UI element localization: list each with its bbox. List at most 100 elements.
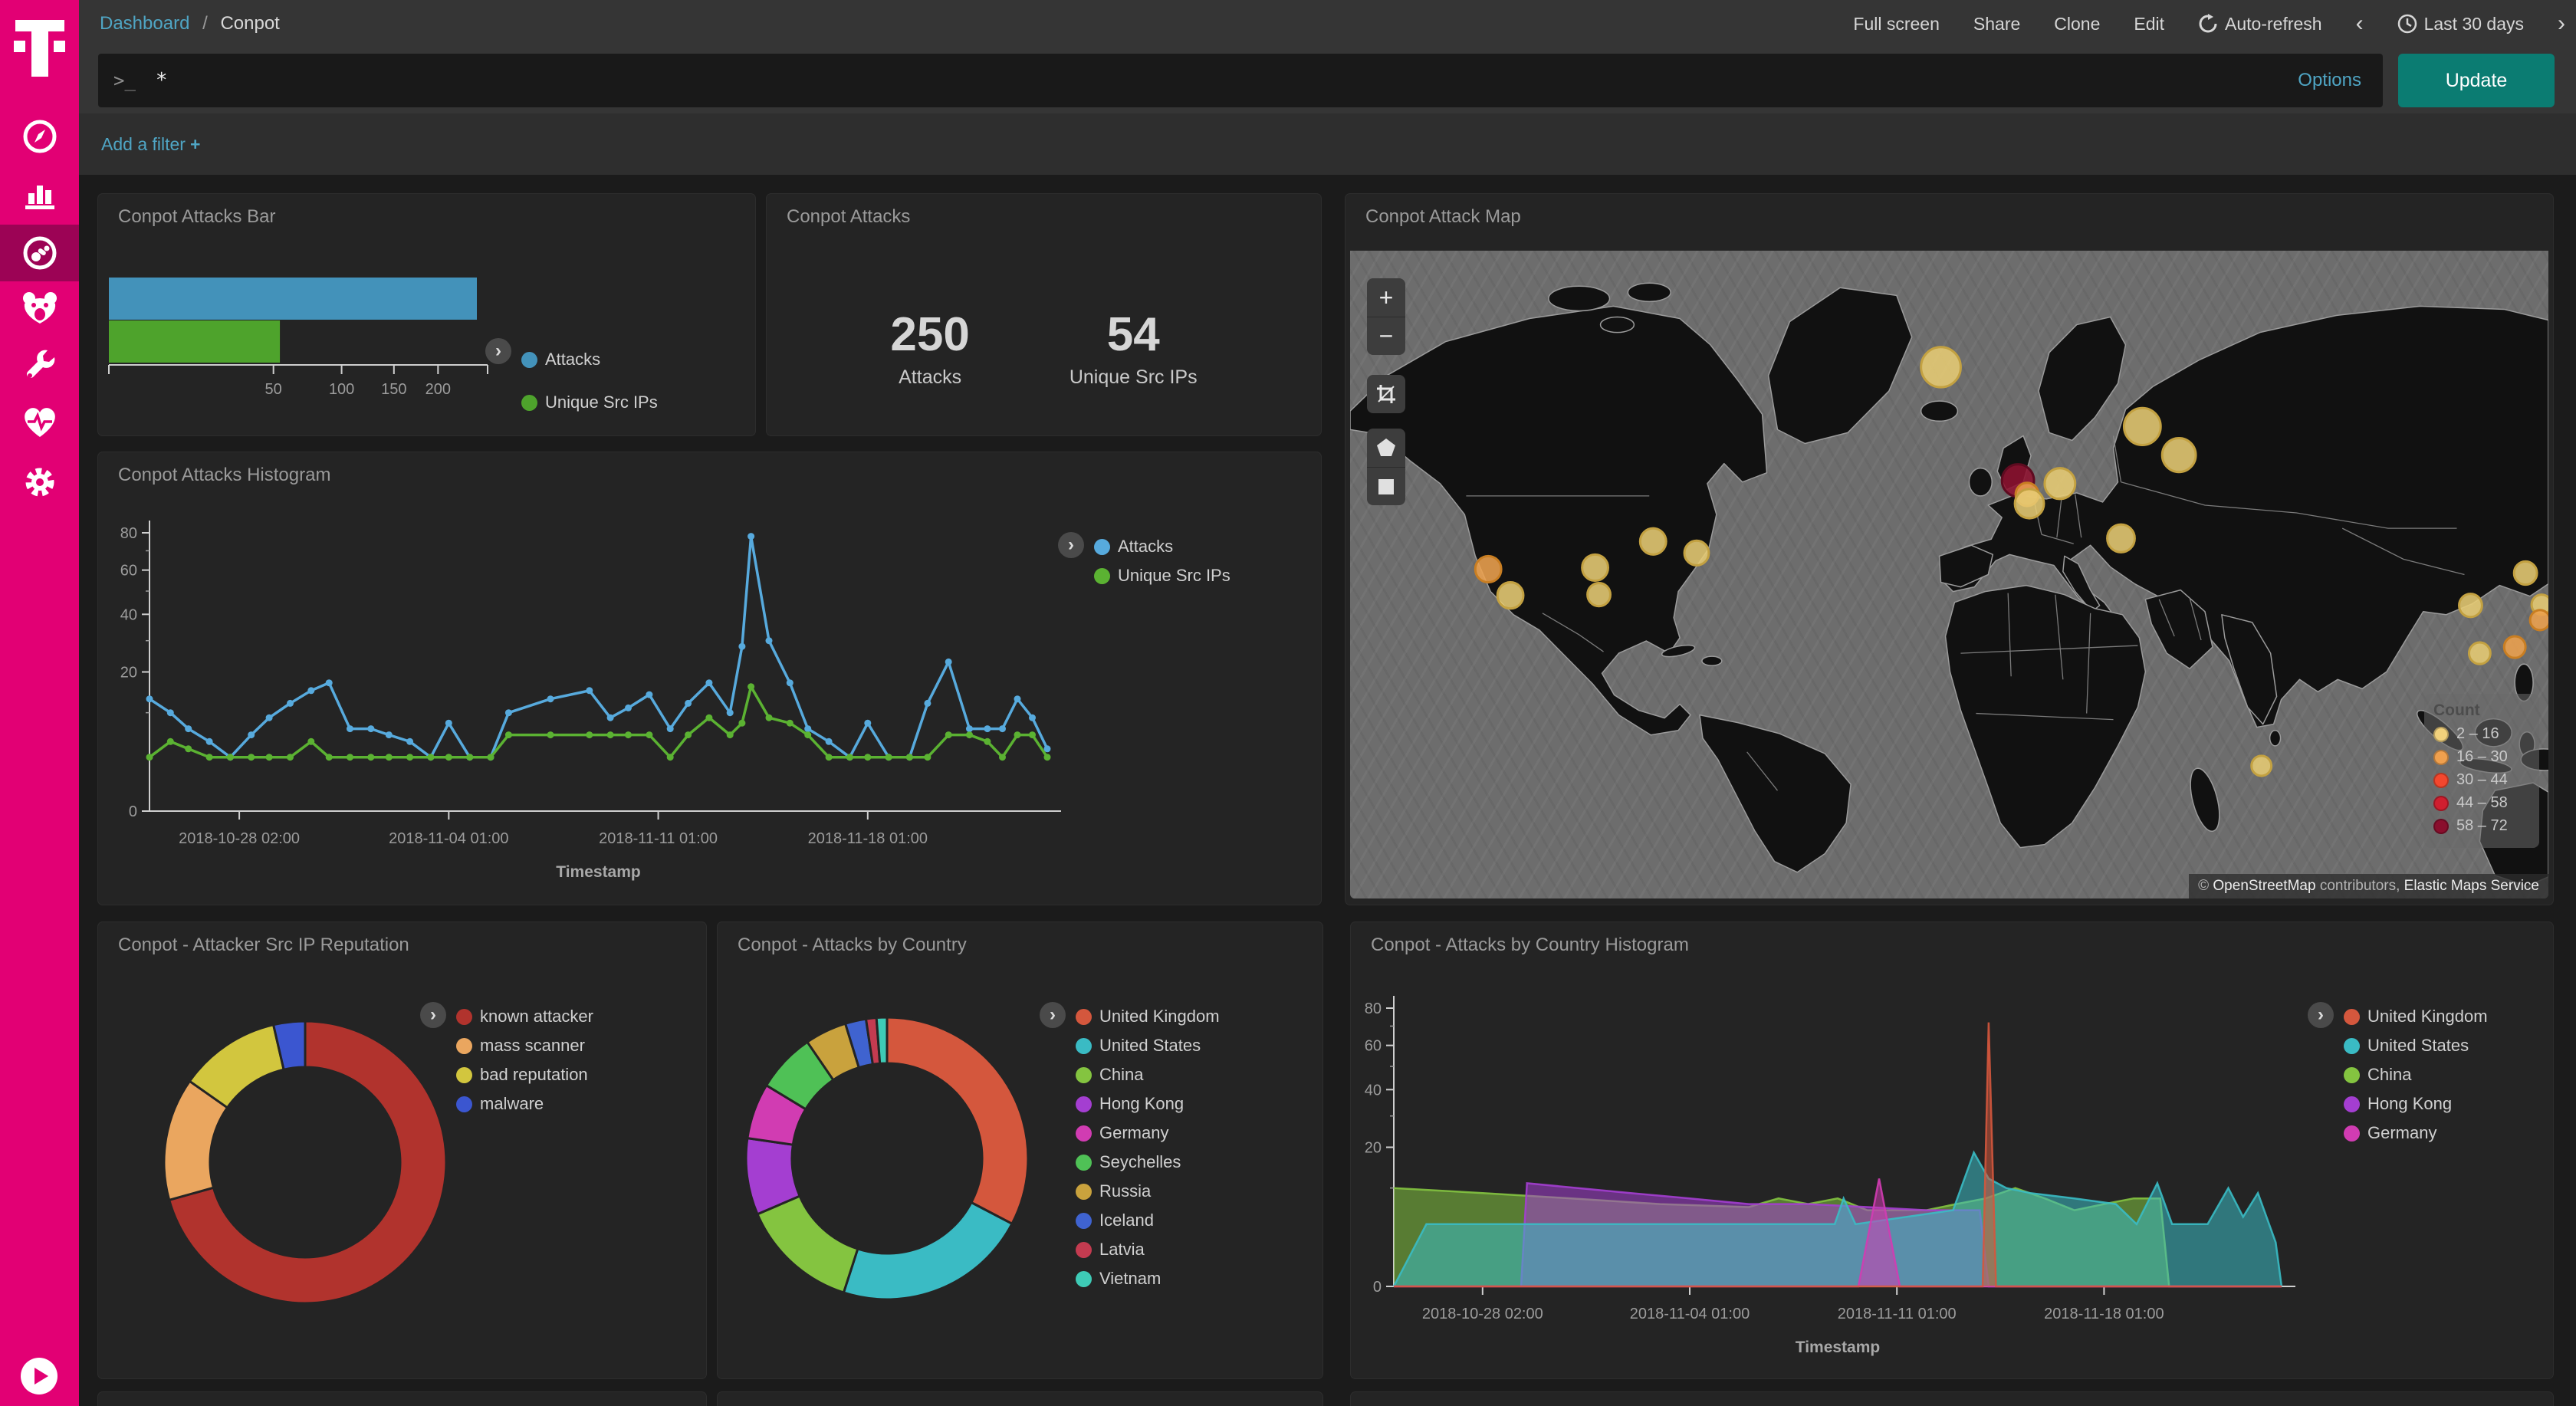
legend-item-united-states[interactable]: United States bbox=[2344, 1031, 2488, 1060]
menu-clone[interactable]: Clone bbox=[2054, 13, 2101, 34]
query-prompt-icon: >_ bbox=[113, 70, 136, 91]
svg-text:2018-11-18 01:00: 2018-11-18 01:00 bbox=[2044, 1306, 2164, 1322]
panel-title[interactable]: Conpot Attacks bbox=[787, 206, 911, 227]
legend-item-china[interactable]: China bbox=[2344, 1060, 2488, 1089]
query-bar: >_ * Options Update bbox=[79, 48, 2576, 113]
legend-dot bbox=[2344, 1125, 2360, 1142]
visualize-bar-chart-icon[interactable] bbox=[0, 166, 79, 222]
country-histogram-legend: › United Kingdom United States China Hong Ko… bbox=[2308, 1002, 2488, 1148]
elastic-maps-link[interactable]: Elastic Maps Service bbox=[2404, 878, 2539, 894]
discover-compass-icon[interactable] bbox=[0, 108, 79, 165]
crop-fit-button[interactable] bbox=[1367, 375, 1405, 413]
legend-dot bbox=[1076, 1008, 1092, 1025]
bear-icon[interactable] bbox=[0, 280, 79, 337]
attack-bubble bbox=[1683, 539, 1710, 567]
map-legend-item: 58 – 72 bbox=[2433, 817, 2530, 835]
legend-item-mass-scanner[interactable]: mass scanner bbox=[456, 1031, 593, 1060]
legend-toggle-chevron-icon[interactable]: › bbox=[1040, 1002, 1066, 1028]
legend-item-unique-src-ips[interactable]: Unique Src IPs bbox=[521, 381, 658, 424]
legend-item-known-attacker[interactable]: known attacker bbox=[456, 1002, 593, 1031]
search-input[interactable]: >_ * Options bbox=[98, 54, 2383, 107]
dev-tools-wrench-icon[interactable] bbox=[0, 337, 79, 394]
panel-attacks-by-country: Conpot - Attacks by Country › United King… bbox=[718, 922, 1322, 1378]
legend-toggle-chevron-icon[interactable]: › bbox=[420, 1002, 446, 1028]
map-legend-dot bbox=[2433, 818, 2449, 834]
svg-text:2018-11-18 01:00: 2018-11-18 01:00 bbox=[808, 830, 928, 847]
reputation-donut-chart bbox=[163, 1020, 448, 1305]
draw-polygon-button[interactable] bbox=[1367, 429, 1405, 467]
draw-rectangle-button[interactable] bbox=[1367, 467, 1405, 505]
legend-dot bbox=[456, 1096, 472, 1112]
options-link[interactable]: Options bbox=[2298, 70, 2361, 90]
map-legend-dot bbox=[2433, 772, 2449, 788]
panel-title[interactable]: Conpot - Attacker Src IP Reputation bbox=[118, 935, 409, 955]
auto-refresh-button[interactable]: Auto-refresh bbox=[2198, 14, 2322, 34]
time-next-chevron-icon[interactable]: › bbox=[2558, 11, 2565, 36]
management-gear-icon[interactable] bbox=[0, 454, 79, 511]
legend-item-germany[interactable]: Germany bbox=[2344, 1119, 2488, 1148]
svg-text:60: 60 bbox=[120, 563, 137, 580]
legend-item-iceland[interactable]: Iceland bbox=[1076, 1206, 1220, 1235]
breadcrumb-dashboard-link[interactable]: Dashboard bbox=[100, 13, 190, 34]
zoom-in-button[interactable]: + bbox=[1378, 283, 1394, 311]
metric-items: 250 Attacks 54 Unique Src IPs bbox=[767, 307, 1321, 389]
legend-item-russia[interactable]: Russia bbox=[1076, 1177, 1220, 1206]
map-legend-dot bbox=[2433, 726, 2449, 742]
legend-label: known attacker bbox=[480, 1007, 593, 1026]
attack-bubble bbox=[1474, 554, 1503, 584]
play-button[interactable] bbox=[21, 1358, 58, 1395]
metric-item: 54 Unique Src IPs bbox=[1070, 307, 1198, 389]
legend-toggle-chevron-icon[interactable]: › bbox=[1058, 532, 1084, 558]
query-value[interactable]: * bbox=[155, 69, 168, 92]
legend-item-united-states[interactable]: United States bbox=[1076, 1031, 1220, 1060]
update-button[interactable]: Update bbox=[2398, 54, 2555, 107]
menu-edit[interactable]: Edit bbox=[2134, 13, 2165, 34]
legend-toggle-chevron-icon[interactable]: › bbox=[2308, 1002, 2334, 1028]
menu-share[interactable]: Share bbox=[1973, 13, 2021, 34]
menu-full-screen[interactable]: Full screen bbox=[1853, 13, 1940, 34]
monitoring-heartbeat-icon[interactable] bbox=[0, 393, 79, 450]
top-menu: Full screen Share Clone Edit Auto-refresh ‹… bbox=[1853, 12, 2565, 35]
add-filter-link[interactable]: Add a filter + bbox=[101, 133, 201, 154]
legend-label: China bbox=[2367, 1065, 2412, 1084]
metric-label: Attacks bbox=[899, 366, 962, 388]
time-prev-chevron-icon[interactable]: ‹ bbox=[2355, 11, 2364, 36]
legend-item-malware[interactable]: malware bbox=[456, 1089, 593, 1119]
attacks-histogram-legend: › Attacks Unique Src IPs bbox=[1058, 532, 1230, 590]
legend-item-hong-kong[interactable]: Hong Kong bbox=[1076, 1089, 1220, 1119]
legend-toggle-chevron-icon[interactable]: › bbox=[485, 338, 511, 364]
legend-item-latvia[interactable]: Latvia bbox=[1076, 1235, 1220, 1264]
legend-item-attacks[interactable]: Attacks bbox=[521, 338, 658, 381]
map-count-legend: Count 2 – 16 16 – 30 30 – 44 44 – 58 58 – 72 bbox=[2424, 694, 2539, 848]
panel-title[interactable]: Conpot - Attacks by Country Histogram bbox=[1371, 935, 1689, 955]
panel-title[interactable]: Conpot Attack Map bbox=[1365, 206, 1521, 227]
legend-item-bad-reputation[interactable]: bad reputation bbox=[456, 1060, 593, 1089]
panel-title[interactable]: Conpot - Attacks by Country bbox=[738, 935, 967, 955]
attack-bubble bbox=[1581, 553, 1609, 583]
panel-title[interactable]: Conpot Attacks Histogram bbox=[118, 465, 331, 485]
legend-dot bbox=[456, 1066, 472, 1083]
legend-item-seychelles[interactable]: Seychelles bbox=[1076, 1148, 1220, 1177]
legend-item-attacks[interactable]: Attacks bbox=[1094, 532, 1230, 561]
legend-item-hong-kong[interactable]: Hong Kong bbox=[2344, 1089, 2488, 1119]
panel-title[interactable]: Conpot Attacks Bar bbox=[118, 206, 276, 227]
world-map[interactable]: + − Count 2 – 16 16 – 30 30 – 44 44 – 58 58 … bbox=[1350, 251, 2548, 898]
dashboard-gauge-icon[interactable] bbox=[0, 225, 79, 281]
panel-src-ip-reputation: Conpot - Attacker Src IP Reputation › kno… bbox=[98, 922, 706, 1378]
svg-text:80: 80 bbox=[1365, 1000, 1382, 1017]
attack-bubble bbox=[2043, 467, 2077, 501]
map-legend-dot bbox=[2433, 749, 2449, 765]
telekom-logo[interactable] bbox=[0, 0, 79, 84]
time-range-picker[interactable]: Last 30 days bbox=[2397, 14, 2524, 34]
svg-text:2018-10-28 02:00: 2018-10-28 02:00 bbox=[1422, 1306, 1543, 1322]
legend-item-unique-src-ips[interactable]: Unique Src IPs bbox=[1094, 561, 1230, 590]
legend-title: Count bbox=[2433, 701, 2480, 719]
legend-item-vietnam[interactable]: Vietnam bbox=[1076, 1264, 1220, 1293]
legend-item-germany[interactable]: Germany bbox=[1076, 1119, 1220, 1148]
legend-item-china[interactable]: China bbox=[1076, 1060, 1220, 1089]
zoom-out-button[interactable]: − bbox=[1367, 317, 1405, 355]
legend-item-united-kingdom[interactable]: United Kingdom bbox=[2344, 1002, 2488, 1031]
openstreetmap-link[interactable]: OpenStreetMap bbox=[2213, 878, 2316, 894]
legend-item-united-kingdom[interactable]: United Kingdom bbox=[1076, 1002, 1220, 1031]
legend-label: bad reputation bbox=[480, 1065, 588, 1084]
